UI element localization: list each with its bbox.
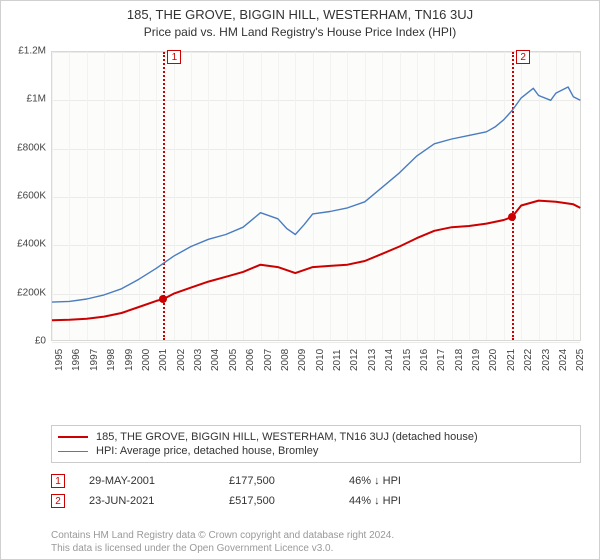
x-tick-label: 2023 bbox=[541, 349, 552, 371]
x-tick-label: 2019 bbox=[471, 349, 482, 371]
x-axis-labels: 1995 1996 1997 1998 1999 2000 2001 2002 2003 2004… bbox=[51, 341, 581, 381]
event-row-diff: 46% ↓ HPI bbox=[349, 475, 469, 487]
x-tick-label: 2011 bbox=[332, 349, 343, 371]
legend-label: HPI: Average price, detached house, Brom… bbox=[96, 445, 318, 457]
event-row-price: £177,500 bbox=[229, 475, 349, 487]
x-tick-label: 2018 bbox=[454, 349, 465, 371]
event-marker-dot bbox=[159, 295, 167, 303]
footer-line-1: Contains HM Land Registry data © Crown c… bbox=[51, 530, 581, 543]
legend-box: 185, THE GROVE, BIGGIN HILL, WESTERHAM, … bbox=[51, 425, 581, 463]
x-tick-label: 2012 bbox=[349, 349, 360, 371]
legend-item: HPI: Average price, detached house, Brom… bbox=[58, 444, 574, 458]
x-tick-label: 1997 bbox=[89, 349, 100, 371]
x-tick-label: 1998 bbox=[106, 349, 117, 371]
x-tick-label: 2021 bbox=[506, 349, 517, 371]
x-tick-label: 2006 bbox=[245, 349, 256, 371]
y-tick-label: £200K bbox=[6, 287, 46, 298]
plot-region: 12 bbox=[51, 51, 581, 341]
series-line-hpi bbox=[52, 87, 580, 302]
y-tick-label: £1M bbox=[6, 94, 46, 105]
chart-container: 185, THE GROVE, BIGGIN HILL, WESTERHAM, … bbox=[0, 0, 600, 560]
x-tick-label: 2017 bbox=[436, 349, 447, 371]
footer-line-2: This data is licensed under the Open Gov… bbox=[51, 543, 581, 556]
x-tick-label: 2000 bbox=[141, 349, 152, 371]
x-tick-label: 2005 bbox=[228, 349, 239, 371]
events-table: 1 29-MAY-2001£177,50046% ↓ HPI 2 23-JUN-202… bbox=[51, 471, 581, 511]
chart-title: 185, THE GROVE, BIGGIN HILL, WESTERHAM, … bbox=[1, 1, 599, 22]
event-row-date: 29-MAY-2001 bbox=[89, 475, 229, 487]
y-tick-label: £1.2M bbox=[6, 46, 46, 57]
x-tick-label: 2004 bbox=[210, 349, 221, 371]
event-row-badge: 2 bbox=[51, 494, 65, 508]
series-svg bbox=[52, 52, 582, 342]
y-tick-label: £0 bbox=[6, 336, 46, 347]
event-marker-dot bbox=[508, 213, 516, 221]
x-tick-label: 1996 bbox=[71, 349, 82, 371]
footer-attribution: Contains HM Land Registry data © Crown c… bbox=[51, 530, 581, 555]
chart-subtitle: Price paid vs. HM Land Registry's House … bbox=[1, 22, 599, 43]
x-tick-label: 2024 bbox=[558, 349, 569, 371]
x-tick-label: 2007 bbox=[263, 349, 274, 371]
series-line-property_price bbox=[52, 201, 580, 321]
event-row-date: 23-JUN-2021 bbox=[89, 495, 229, 507]
y-tick-label: £800K bbox=[6, 142, 46, 153]
x-tick-label: 2003 bbox=[193, 349, 204, 371]
chart-area: 12 £0£200K£400K£600K£800K£1M£1.2M 199519… bbox=[51, 51, 581, 381]
x-tick-label: 1999 bbox=[124, 349, 135, 371]
legend-swatch bbox=[58, 436, 88, 438]
legend-item: 185, THE GROVE, BIGGIN HILL, WESTERHAM, … bbox=[58, 430, 574, 444]
y-tick-label: £600K bbox=[6, 191, 46, 202]
event-row-badge: 1 bbox=[51, 474, 65, 488]
event-table-row: 1 29-MAY-2001£177,50046% ↓ HPI bbox=[51, 471, 581, 491]
x-tick-label: 2022 bbox=[523, 349, 534, 371]
event-table-row: 2 23-JUN-2021£517,50044% ↓ HPI bbox=[51, 491, 581, 511]
x-tick-label: 2010 bbox=[315, 349, 326, 371]
x-tick-label: 2013 bbox=[367, 349, 378, 371]
x-tick-label: 2016 bbox=[419, 349, 430, 371]
x-tick-label: 2008 bbox=[280, 349, 291, 371]
x-tick-label: 2002 bbox=[176, 349, 187, 371]
y-tick-label: £400K bbox=[6, 239, 46, 250]
x-tick-label: 2014 bbox=[384, 349, 395, 371]
legend-label: 185, THE GROVE, BIGGIN HILL, WESTERHAM, … bbox=[96, 431, 478, 443]
x-tick-label: 1995 bbox=[54, 349, 65, 371]
event-row-diff: 44% ↓ HPI bbox=[349, 495, 469, 507]
event-row-price: £517,500 bbox=[229, 495, 349, 507]
legend-swatch bbox=[58, 451, 88, 452]
x-tick-label: 2025 bbox=[575, 349, 586, 371]
x-tick-label: 2020 bbox=[488, 349, 499, 371]
x-tick-label: 2009 bbox=[297, 349, 308, 371]
x-tick-label: 2001 bbox=[158, 349, 169, 371]
x-tick-label: 2015 bbox=[402, 349, 413, 371]
